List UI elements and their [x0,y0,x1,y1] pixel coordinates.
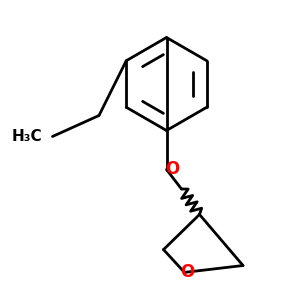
Text: H₃C: H₃C [12,129,43,144]
Text: O: O [180,263,195,281]
Text: O: O [165,160,180,178]
